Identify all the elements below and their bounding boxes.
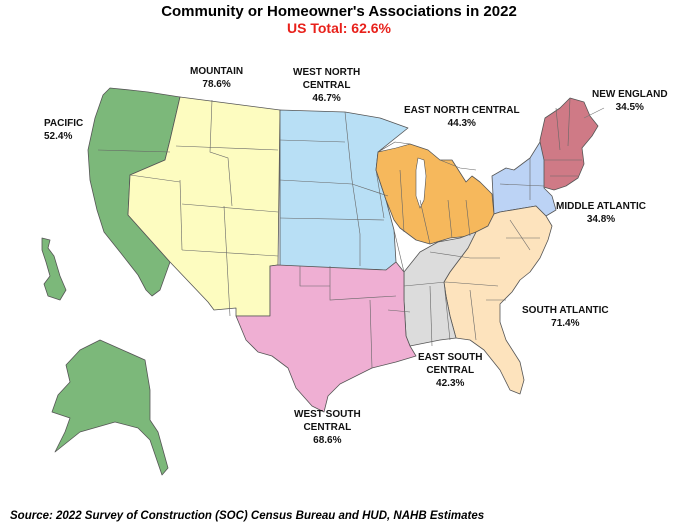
region-new-england[interactable] <box>539 97 599 191</box>
lake-michigan <box>415 157 427 209</box>
label-east-north-central: EAST NORTH CENTRAL 44.3% <box>404 105 520 129</box>
us-total-subtitle: US Total: 62.6% <box>287 20 391 36</box>
label-east-south-central: EAST SOUTH CENTRAL 42.3% <box>418 352 483 389</box>
label-mountain: MOUNTAIN 78.6% <box>190 66 244 90</box>
chart-title: Community or Homeowner's Associations in… <box>161 3 517 20</box>
region-pacific-alaska <box>51 339 169 476</box>
new-england-leader-line <box>583 107 605 119</box>
label-middle-atlantic: MIDDLE ATLANTIC 34.8% <box>556 201 646 225</box>
region-pacific-hawaii <box>41 237 67 301</box>
region-west-south-central[interactable] <box>235 261 417 413</box>
source-note: Source: 2022 Survey of Construction (SOC… <box>10 510 485 522</box>
label-pacific: PACIFIC 52.4% <box>44 118 84 142</box>
label-west-north-central: WEST NORTH CENTRAL 46.7% <box>293 67 361 104</box>
label-west-south-central: WEST SOUTH CENTRAL 68.6% <box>294 409 361 446</box>
state-boundaries <box>97 97 582 369</box>
label-south-atlantic: SOUTH ATLANTIC 71.4% <box>522 305 609 329</box>
lake-superior <box>377 141 411 153</box>
label-new-england: NEW ENGLAND 34.5% <box>592 89 668 113</box>
